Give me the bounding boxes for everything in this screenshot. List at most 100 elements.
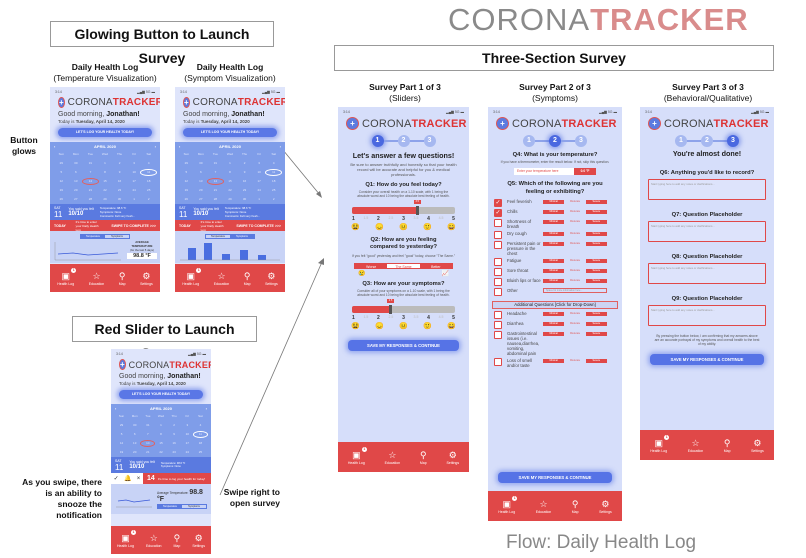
- nav-education[interactable]: ☆ Education: [213, 270, 230, 286]
- nav-map[interactable]: ⚲ Map: [243, 270, 251, 286]
- nav-map[interactable]: ⚲ Map: [419, 449, 427, 465]
- severity-select[interactable]: Minimal Moderate Severe: [543, 210, 607, 214]
- checkbox[interactable]: [494, 288, 502, 296]
- q8-title: Q8: Question Placeholder: [671, 254, 743, 260]
- severity-select[interactable]: Minimal Moderate Severe: [543, 200, 607, 204]
- swipe-bar[interactable]: 14 It's time to log your health for today…: [143, 473, 211, 484]
- prev-month-icon[interactable]: ‹: [54, 144, 56, 149]
- bell-icon[interactable]: 🔔: [124, 476, 132, 482]
- checkbox[interactable]: [494, 321, 502, 329]
- severity-select[interactable]: Minimal Moderate Severe: [543, 232, 607, 236]
- log-health-button[interactable]: LET'S LOG YOUR HEALTH TODAY!: [58, 128, 152, 137]
- nav-settings[interactable]: ⚙ Settings: [265, 270, 278, 286]
- checkbox[interactable]: [494, 241, 502, 249]
- prev-month-icon[interactable]: ‹: [179, 144, 181, 149]
- nav-settings[interactable]: ⚙ Settings: [446, 449, 460, 465]
- unit-dropdown[interactable]: 0.0 °F: [574, 168, 596, 175]
- nav-map[interactable]: ⚲ Map: [723, 437, 731, 453]
- nav-education[interactable]: ☆ Education: [535, 498, 552, 514]
- nav-settings[interactable]: ⚙ Settings: [751, 437, 764, 453]
- survey-heading: You're almost done!: [672, 149, 742, 158]
- today-reminder-bar[interactable]: TODAY It's time to enter your Daily Healt…: [175, 220, 285, 232]
- prev-month-icon[interactable]: ‹: [115, 406, 117, 411]
- calendar: ‹ APRIL 2020 › Sun Mon Tue Wed Thu Fri Sat 29 30 3…: [111, 404, 211, 457]
- q2-same[interactable]: The Same: [387, 264, 420, 269]
- severity-select[interactable]: Minimal Moderate Severe: [543, 312, 607, 316]
- nav-settings[interactable]: ⚙ Settings: [599, 498, 612, 514]
- next-month-icon[interactable]: ›: [205, 406, 207, 411]
- check-icon[interactable]: ✓: [113, 476, 119, 482]
- severity-select[interactable]: Minimal Moderate Severe: [543, 359, 607, 363]
- q6-textarea[interactable]: Start typing here to add any notes or cl…: [648, 179, 766, 200]
- calendar-grid[interactable]: Sun Mon Tue Wed Thu Fri Sat 29 30 31 1 2 3 4 5 6 7 8 9 10…: [179, 152, 282, 202]
- q2-worse[interactable]: Worse: [355, 264, 388, 269]
- viz-toggle[interactable]: Temperature Symptoms: [157, 504, 207, 509]
- section-glowing-button: Glowing Button to Launch Survey: [50, 21, 274, 66]
- day-info-bar[interactable]: SAT 11 You said you felt 10/10 Temperature: …: [175, 204, 285, 220]
- nav-education[interactable]: ☆ Education: [384, 449, 401, 465]
- viz-toggle[interactable]: Temperature Symptoms: [80, 234, 130, 239]
- nav-education[interactable]: ☆ Education: [687, 437, 704, 453]
- flow-label: Flow: Daily Health Log: [506, 532, 697, 553]
- nav-health-log[interactable]: ▣ 1 Health Log: [650, 434, 670, 453]
- checkbox[interactable]: [494, 311, 502, 319]
- nav-health-log[interactable]: ▣ 1 Health Log: [57, 267, 77, 286]
- q3-slider[interactable]: 2.5: [352, 299, 455, 314]
- q7-textarea[interactable]: Start typing here to add any notes or cl…: [648, 221, 766, 242]
- gear-icon: ⚙: [753, 437, 762, 448]
- checkbox[interactable]: [494, 278, 502, 286]
- nav-map[interactable]: ⚲ Map: [571, 498, 579, 514]
- temperature-input[interactable]: Enter your temperature here 0.0 °F: [514, 168, 596, 175]
- nav-settings[interactable]: ⚙ Settings: [192, 532, 205, 548]
- save-continue-button[interactable]: SAVE MY RESPONSES & CONTINUE: [498, 472, 612, 483]
- checkbox[interactable]: ✓: [494, 209, 502, 217]
- greeting: Good morning, Jonathan!: [119, 373, 201, 380]
- nav-health-log[interactable]: ▣ 1 Health Log: [498, 495, 518, 514]
- nav-health-log[interactable]: ▣ 1 Health Log: [117, 529, 136, 548]
- save-continue-button[interactable]: SAVE MY RESPONSES & CONTINUE: [650, 354, 764, 365]
- next-month-icon[interactable]: ›: [154, 144, 156, 149]
- checkbox[interactable]: [494, 358, 502, 366]
- save-continue-button[interactable]: SAVE MY RESPONSES & CONTINUE: [348, 340, 459, 351]
- checkbox[interactable]: [494, 219, 502, 227]
- severity-select[interactable]: Minimal Moderate Severe: [543, 279, 607, 283]
- calendar-grid[interactable]: Sun Mon Tue Wed Thu Fri Sat 29 30 31 1 2 3 4 5 6 7 8 9 10…: [54, 152, 157, 202]
- checkbox[interactable]: [494, 331, 502, 339]
- checkbox[interactable]: [494, 231, 502, 239]
- swipe-notification[interactable]: ✓ 🔔 × 14 It's time to log your health for t…: [111, 473, 211, 484]
- nav-education[interactable]: ☆ Education: [145, 532, 162, 548]
- severity-select[interactable]: Minimal Moderate Severe: [543, 269, 607, 273]
- map-pin-icon: ⚲: [571, 498, 579, 509]
- log-health-button[interactable]: LET'S LOG YOUR HEALTH TODAY!: [119, 390, 203, 399]
- q9-textarea[interactable]: Start typing here to add any notes or cl…: [648, 305, 766, 326]
- severity-select[interactable]: Minimal Moderate Severe: [543, 322, 607, 326]
- severity-select[interactable]: Minimal Moderate Severe: [543, 332, 607, 336]
- severity-select[interactable]: Minimal Moderate Severe: [543, 259, 607, 263]
- checkbox[interactable]: ✓: [494, 199, 502, 207]
- nav-map[interactable]: ⚲ Map: [173, 532, 181, 548]
- checkbox[interactable]: [494, 258, 502, 266]
- other-input[interactable]: Space for more information here...: [543, 288, 607, 293]
- nav-health-log[interactable]: ▣ 1 Health Log: [347, 446, 367, 465]
- nav-settings[interactable]: ⚙ Settings: [140, 270, 153, 286]
- day-info-bar[interactable]: SAT 11 You said you felt 10/10 Temperature: …: [111, 457, 211, 473]
- nav-map[interactable]: ⚲ Map: [118, 270, 126, 286]
- severity-select[interactable]: Minimal Moderate Severe: [543, 220, 607, 224]
- log-health-button[interactable]: LET'S LOG YOUR HEALTH TODAY!: [183, 128, 277, 137]
- nav-education[interactable]: ☆ Education: [88, 270, 105, 286]
- star-icon: ☆: [388, 449, 397, 460]
- today-reminder-bar[interactable]: TODAY It's time to enter your Daily Healt…: [50, 220, 160, 232]
- q1-slider[interactable]: 3.5: [352, 200, 455, 215]
- close-icon[interactable]: ×: [136, 475, 141, 482]
- nav-health-log[interactable]: ▣ 1 Health Log: [182, 267, 202, 286]
- day-info-bar[interactable]: SAT 11 You said you felt 10/10 Temperature: …: [50, 204, 160, 220]
- calendar-grid[interactable]: Sun Mon Tue Wed Thu Fri Sat 29 30 31 1 2 3 4 5 6 7 8 9 10…: [115, 414, 209, 455]
- q2-better[interactable]: Better: [419, 264, 452, 269]
- caption-temp: Daily Health Log (Temperature Visualizati…: [53, 62, 157, 83]
- additional-questions-dropdown[interactable]: Additional Questions [Click for Drop-Dow…: [492, 301, 618, 309]
- viz-toggle[interactable]: Temperature Symptoms: [205, 234, 255, 239]
- next-month-icon[interactable]: ›: [279, 144, 281, 149]
- q8-textarea[interactable]: Start typing here to add any notes or cl…: [648, 263, 766, 284]
- checkbox[interactable]: [494, 268, 502, 276]
- severity-select[interactable]: Minimal Moderate Severe: [543, 242, 607, 246]
